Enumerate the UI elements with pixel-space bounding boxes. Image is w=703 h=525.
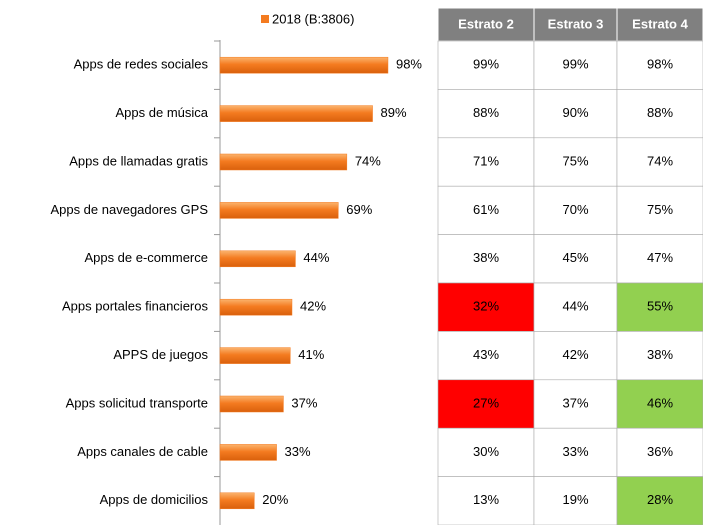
cell-text: 27% [473,395,499,410]
cell-text: 28% [647,492,673,507]
value-label: 74% [355,153,381,168]
value-label: 89% [381,105,407,120]
cell-text: 46% [647,395,673,410]
cell-text: 47% [647,250,673,265]
table-cell [533,427,618,477]
value-label: 41% [298,347,324,362]
cell-text: 19% [562,492,588,507]
table-cell [437,234,535,284]
cell-text: 98% [647,57,673,72]
table-cell [616,476,703,525]
table-cell [437,282,535,332]
table-cell [616,137,703,187]
bar [219,395,284,413]
table-cell [616,427,703,477]
value-label: 42% [300,299,326,314]
category-label: Apps de música [116,105,209,120]
table-cell [616,282,703,332]
bar [219,444,277,461]
cell-text: 37% [562,395,588,410]
cell-text: 43% [473,347,499,362]
cell-text: 99% [473,57,499,72]
bar [219,105,373,122]
table-cell [616,234,703,284]
value-label: 37% [291,395,317,410]
cell-text: 30% [473,444,499,459]
cell-text: 71% [473,153,499,168]
table-cell [616,379,703,429]
cell-text: 75% [647,202,673,217]
legend-swatch [261,15,269,23]
cell-text: 88% [473,105,499,120]
cell-text: 33% [562,444,588,459]
table-cell [533,331,618,381]
header-cell [533,7,618,42]
cell-text: 75% [562,153,588,168]
bar [219,250,296,268]
cell-text: 88% [647,105,673,120]
cell-text: 32% [473,299,499,314]
bar [219,202,339,219]
value-label: 20% [262,492,288,507]
table-cell [437,89,535,139]
table-cell [533,40,618,90]
value-label: 44% [303,250,329,265]
bar [219,153,348,171]
header-cell [616,7,703,42]
cell-text: 45% [562,250,588,265]
cell-text: 74% [647,153,673,168]
cell-text: 42% [562,347,588,362]
value-label: 69% [346,202,372,217]
header-label: Estrato 3 [548,16,604,31]
category-label: Apps de redes sociales [74,57,209,72]
category-label: Apps de domicilios [100,492,209,507]
table-cell [533,137,618,187]
value-label: 98% [396,57,422,72]
cell-text: 99% [562,57,588,72]
table-cell [616,185,703,235]
table-cell [616,331,703,381]
category-label: Apps de navegadores GPS [50,202,208,217]
table-cell [437,40,535,90]
table-cell [437,476,535,525]
table-cell [437,185,535,235]
category-label: Apps de llamadas gratis [69,153,208,168]
table-cell [533,234,618,284]
bar [219,347,291,364]
cell-text: 55% [647,299,673,314]
header-cell [437,7,535,42]
legend-label: 2018 (B:3806) [272,11,354,26]
cell-text: 90% [562,105,588,120]
bar [219,56,389,74]
bar [219,298,293,316]
table-cell [437,137,535,187]
bar [219,492,255,510]
table-cell [616,89,703,139]
cell-text: 44% [562,299,588,314]
cell-text: 38% [647,347,673,362]
cell-text: 13% [473,492,499,507]
category-label: Apps canales de cable [77,444,208,459]
value-label: 33% [285,444,311,459]
table-cell [533,476,618,525]
header-label: Estrato 4 [632,16,688,31]
category-label: Apps de e-commerce [84,250,208,265]
cell-text: 38% [473,250,499,265]
category-label: Apps portales financieros [62,299,208,314]
category-label: Apps solicitud transporte [66,395,208,410]
table-cell [616,40,703,90]
category-label: APPS de juegos [113,347,208,362]
cell-text: 61% [473,202,499,217]
cell-text: 70% [562,202,588,217]
header-label: Estrato 2 [458,16,514,31]
table-cell [437,379,535,429]
cell-text: 36% [647,444,673,459]
table-cell [533,379,618,429]
